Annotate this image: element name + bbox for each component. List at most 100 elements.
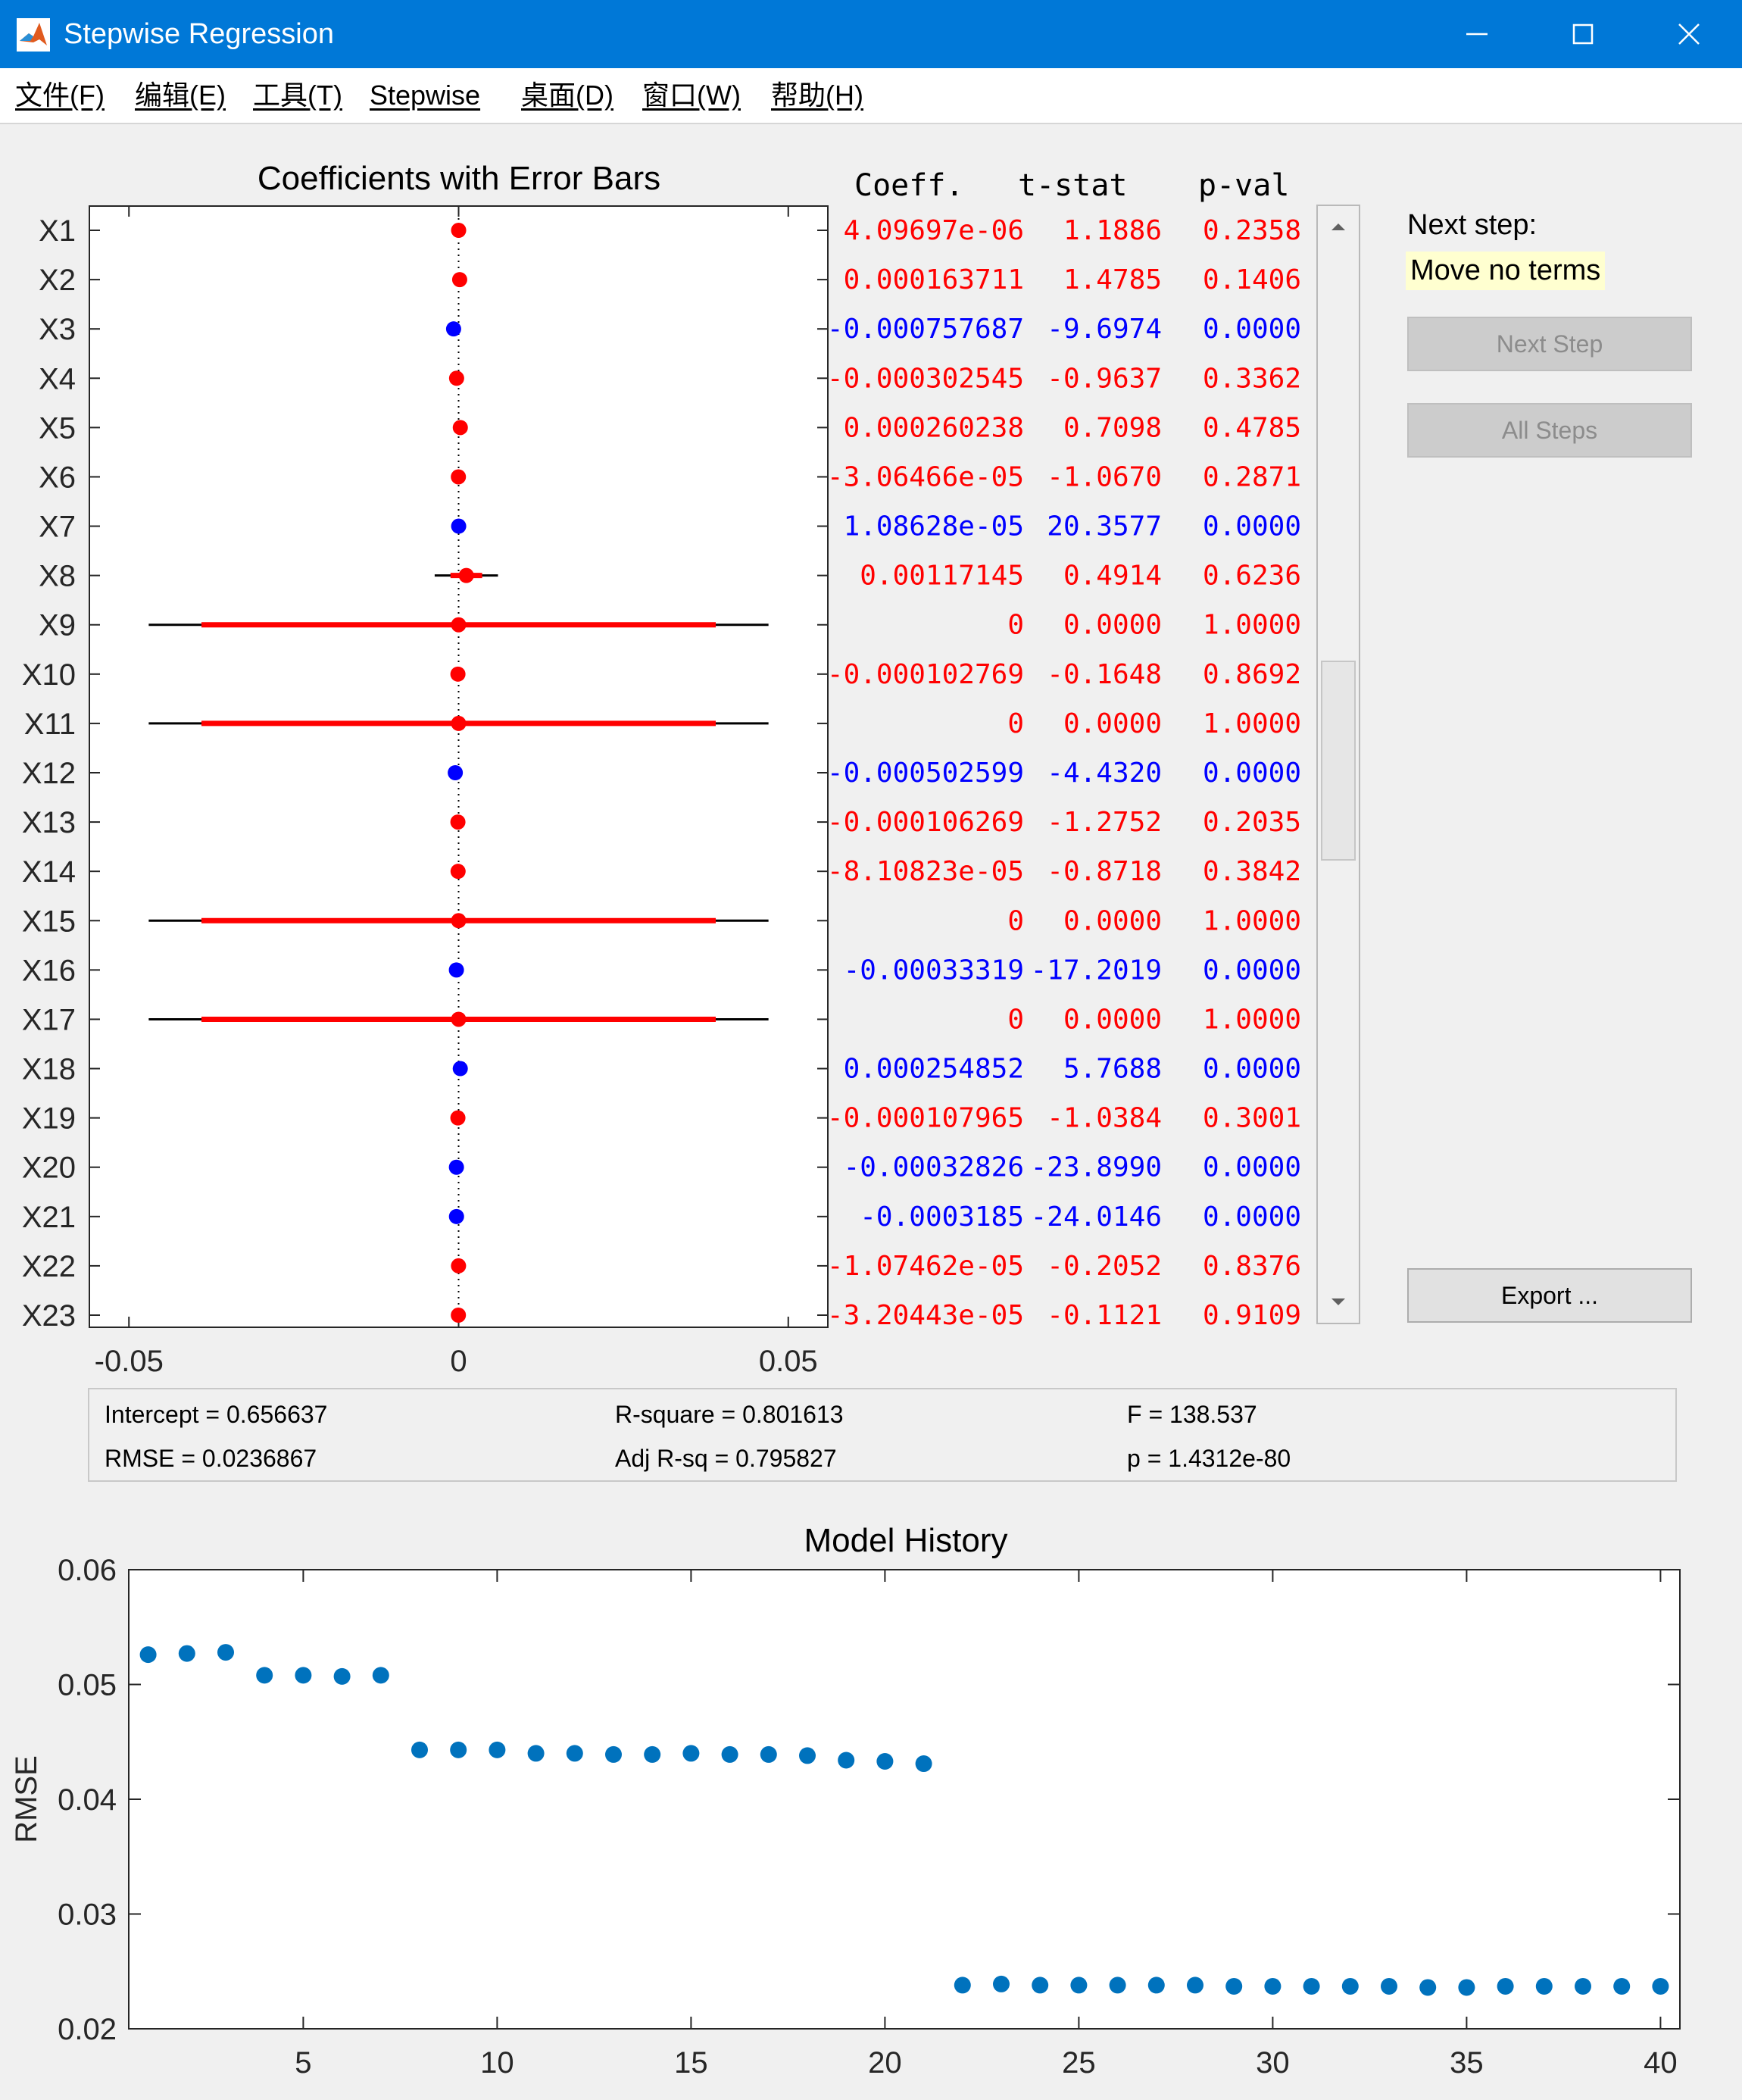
- all-steps-button[interactable]: All Steps: [1407, 403, 1692, 458]
- coeff-value[interactable]: -0.000757687: [827, 314, 1024, 345]
- pval-value[interactable]: 0.0000: [1203, 1202, 1301, 1233]
- tstat-value[interactable]: 5.7688: [1063, 1054, 1162, 1085]
- coefficient-point[interactable]: [451, 913, 467, 929]
- history-point[interactable]: [1419, 1979, 1437, 1996]
- history-point[interactable]: [178, 1645, 195, 1662]
- table-scrollbar[interactable]: [1316, 205, 1360, 1324]
- coeff-value[interactable]: 0: [1007, 1004, 1024, 1035]
- history-point[interactable]: [1147, 1977, 1165, 1994]
- history-point[interactable]: [721, 1745, 738, 1763]
- menu-tools[interactable]: 工具(T): [253, 80, 342, 111]
- next-step-button[interactable]: Next Step: [1407, 317, 1692, 371]
- tstat-value[interactable]: 0.0000: [1063, 1004, 1162, 1035]
- history-point[interactable]: [489, 1741, 506, 1758]
- history-point[interactable]: [838, 1752, 855, 1769]
- pval-value[interactable]: 1.0000: [1203, 1004, 1301, 1035]
- scroll-up-button[interactable]: [1318, 206, 1359, 247]
- history-point[interactable]: [372, 1667, 389, 1684]
- pval-value[interactable]: 0.0000: [1203, 511, 1301, 542]
- coefficient-point[interactable]: [458, 567, 474, 583]
- coefficient-point[interactable]: [450, 864, 466, 880]
- history-point[interactable]: [450, 1741, 467, 1758]
- history-point[interactable]: [644, 1745, 661, 1763]
- history-point[interactable]: [1225, 1977, 1243, 1995]
- tstat-value[interactable]: 0.0000: [1063, 905, 1162, 936]
- pval-value[interactable]: 0.4785: [1203, 412, 1301, 443]
- pval-value[interactable]: 0.0000: [1203, 1054, 1301, 1085]
- coeff-value[interactable]: -0.0003185: [860, 1202, 1024, 1233]
- coeff-value[interactable]: -0.000107965: [827, 1103, 1024, 1134]
- coeff-value[interactable]: -8.10823e-05: [827, 856, 1024, 887]
- coefficient-point[interactable]: [451, 1308, 467, 1323]
- menu-desktop[interactable]: 桌面(D): [521, 80, 613, 111]
- pval-value[interactable]: 0.3362: [1203, 363, 1301, 394]
- history-point[interactable]: [993, 1975, 1010, 1992]
- coeff-value[interactable]: -0.000102769: [827, 659, 1024, 690]
- history-point[interactable]: [1109, 1977, 1126, 1994]
- export-button[interactable]: Export ...: [1407, 1268, 1692, 1323]
- history-point[interactable]: [139, 1646, 157, 1664]
- coeff-value[interactable]: -0.000502599: [827, 758, 1024, 789]
- coeff-value[interactable]: -0.000106269: [827, 807, 1024, 838]
- tstat-value[interactable]: -24.0146: [1031, 1202, 1162, 1233]
- history-point[interactable]: [1187, 1977, 1203, 1994]
- menu-stepwise[interactable]: Stepwise: [370, 80, 481, 111]
- pval-value[interactable]: 0.3001: [1203, 1103, 1301, 1134]
- tstat-value[interactable]: -1.0384: [1047, 1103, 1162, 1134]
- history-point[interactable]: [1303, 1977, 1320, 1995]
- coeff-value[interactable]: -0.000302545: [827, 363, 1024, 394]
- tstat-value[interactable]: 1.1886: [1063, 215, 1162, 246]
- tstat-value[interactable]: 0.0000: [1063, 610, 1162, 641]
- history-point[interactable]: [1497, 1977, 1514, 1995]
- coeff-value[interactable]: 0: [1007, 708, 1024, 739]
- pval-value[interactable]: 0.0000: [1203, 1152, 1301, 1183]
- coeff-value[interactable]: 0.000163711: [844, 264, 1024, 295]
- tstat-value[interactable]: -1.0670: [1047, 461, 1162, 492]
- coefficient-point[interactable]: [451, 223, 467, 238]
- coefficient-point[interactable]: [450, 814, 466, 830]
- pval-value[interactable]: 0.2035: [1203, 807, 1301, 838]
- coeff-value[interactable]: -3.20443e-05: [827, 1300, 1024, 1331]
- coeff-value[interactable]: 0.000254852: [844, 1054, 1024, 1085]
- coefficient-point[interactable]: [451, 469, 467, 485]
- pval-value[interactable]: 0.8376: [1203, 1251, 1301, 1282]
- menu-help[interactable]: 帮助(H): [771, 80, 863, 111]
- history-point[interactable]: [799, 1747, 816, 1764]
- coefficient-point[interactable]: [451, 617, 467, 633]
- tstat-value[interactable]: -4.4320: [1047, 758, 1162, 789]
- pval-value[interactable]: 1.0000: [1203, 905, 1301, 936]
- tstat-value[interactable]: 0.0000: [1063, 708, 1162, 739]
- tstat-value[interactable]: -0.9637: [1047, 363, 1162, 394]
- pval-value[interactable]: 0.3842: [1203, 856, 1301, 887]
- coeff-value[interactable]: -1.07462e-05: [827, 1251, 1024, 1282]
- coeff-value[interactable]: -3.06466e-05: [827, 461, 1024, 492]
- history-point[interactable]: [566, 1745, 583, 1762]
- history-point[interactable]: [954, 1977, 971, 1994]
- coeff-value[interactable]: 1.08628e-05: [844, 511, 1024, 542]
- pval-value[interactable]: 0.6236: [1203, 561, 1301, 592]
- pval-value[interactable]: 0.1406: [1203, 264, 1301, 295]
- scroll-down-button[interactable]: [1318, 1282, 1359, 1323]
- tstat-value[interactable]: -0.2052: [1047, 1251, 1162, 1282]
- history-point[interactable]: [760, 1745, 777, 1763]
- coefficient-point[interactable]: [450, 666, 466, 682]
- maximize-button[interactable]: [1530, 0, 1636, 68]
- coeff-value[interactable]: 0.000260238: [844, 412, 1024, 443]
- pval-value[interactable]: 1.0000: [1203, 610, 1301, 641]
- coeff-value[interactable]: 0.00117145: [860, 561, 1024, 592]
- tstat-value[interactable]: 0.7098: [1063, 412, 1162, 443]
- history-point[interactable]: [915, 1755, 932, 1773]
- history-point[interactable]: [1032, 1977, 1049, 1994]
- coefficient-point[interactable]: [452, 1061, 468, 1077]
- history-point[interactable]: [1575, 1977, 1591, 1995]
- history-point[interactable]: [256, 1667, 273, 1684]
- history-point[interactable]: [295, 1667, 312, 1684]
- history-point[interactable]: [605, 1745, 622, 1763]
- pval-value[interactable]: 0.8692: [1203, 659, 1301, 690]
- history-point[interactable]: [1070, 1977, 1088, 1994]
- history-point[interactable]: [1535, 1977, 1553, 1995]
- history-point[interactable]: [527, 1745, 545, 1762]
- history-point[interactable]: [411, 1741, 428, 1758]
- history-point[interactable]: [1264, 1977, 1282, 1995]
- coefficient-point[interactable]: [450, 1110, 466, 1126]
